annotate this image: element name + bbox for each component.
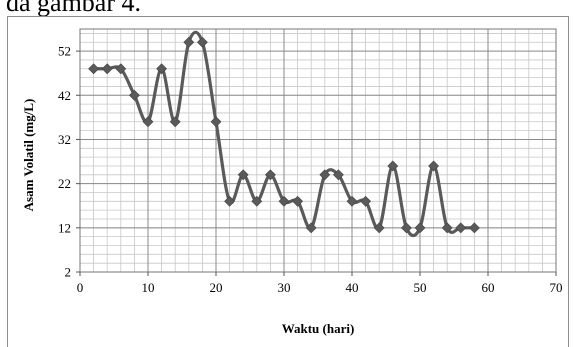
y-tick-label: 12: [58, 220, 71, 235]
data-point-marker: [264, 169, 276, 181]
data-point-marker: [400, 222, 412, 234]
data-point-marker: [101, 63, 113, 75]
data-point-marker: [251, 195, 263, 207]
x-tick-label: 0: [77, 280, 84, 295]
data-point-marker: [196, 36, 208, 48]
data-point-marker: [115, 63, 127, 75]
x-axis-title: Waktu (hari): [282, 321, 355, 336]
data-point-marker: [441, 222, 453, 234]
data-point-marker: [210, 116, 222, 128]
data-point-marker: [305, 222, 317, 234]
x-tick-labels: 0 10 20 30 40 50 60 70: [77, 280, 563, 295]
chart-frame: [7, 16, 569, 347]
data-point-marker: [292, 195, 304, 207]
x-tick-label: 10: [142, 280, 155, 295]
plot-area-border: [79, 28, 557, 273]
series-markers: [88, 36, 480, 234]
x-tick-label: 70: [550, 280, 563, 295]
x-tick-label: 40: [346, 280, 359, 295]
data-point-marker: [128, 89, 140, 101]
data-point-marker: [387, 160, 399, 172]
data-point-marker: [278, 195, 290, 207]
data-point-marker: [183, 36, 195, 48]
data-point-marker: [346, 195, 358, 207]
y-tick-label: 32: [58, 132, 71, 147]
y-axis-title: Asam Volatil (mg/L): [21, 99, 36, 212]
data-point-marker: [360, 195, 372, 207]
x-tick-label: 50: [414, 280, 427, 295]
data-point-marker: [224, 195, 236, 207]
y-tick-labels: 2 12 22 32 42 52: [58, 44, 71, 280]
data-point-marker: [169, 116, 181, 128]
data-point-marker: [237, 169, 249, 181]
caption-fragment: da gambar 4.: [6, 0, 142, 17]
minor-grid: [79, 29, 557, 273]
y-tick-label: 42: [58, 88, 71, 103]
data-point-marker: [142, 116, 154, 128]
x-tick-label: 60: [482, 280, 495, 295]
data-point-marker: [332, 169, 344, 181]
data-point-marker: [373, 222, 385, 234]
y-tick-label: 52: [58, 44, 71, 59]
data-point-marker: [156, 63, 168, 75]
data-point-marker: [414, 222, 426, 234]
data-point-marker: [455, 222, 467, 234]
data-point-marker: [319, 169, 331, 181]
y-tick-label: 22: [58, 176, 71, 191]
axes: [76, 28, 557, 276]
major-grid: [79, 29, 557, 273]
data-point-marker: [468, 222, 480, 234]
x-tick-label: 20: [210, 280, 223, 295]
y-tick-label: 2: [65, 265, 72, 280]
data-point-marker: [428, 160, 440, 172]
data-point-marker: [88, 63, 100, 75]
x-tick-label: 30: [278, 280, 291, 295]
